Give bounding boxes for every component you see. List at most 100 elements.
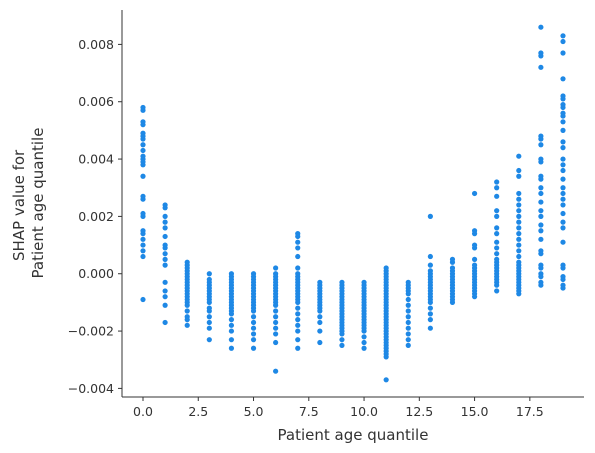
data-point <box>317 319 323 326</box>
data-point <box>560 104 566 111</box>
data-point <box>405 325 411 331</box>
data-point <box>494 225 500 231</box>
data-point <box>538 53 544 59</box>
data-point <box>206 299 212 305</box>
data-point <box>228 337 235 343</box>
data-point <box>538 190 544 197</box>
data-point <box>273 265 279 271</box>
y-tick-label: 0.006 <box>78 94 114 109</box>
data-point <box>140 107 146 113</box>
x-tick-label: 12.5 <box>405 404 433 419</box>
data-point <box>538 251 544 257</box>
y-axis-label: SHAP value for Patient age quantile <box>10 128 47 279</box>
data-point <box>560 145 566 151</box>
data-point <box>228 322 235 328</box>
data-point <box>560 185 566 191</box>
data-point <box>140 122 146 128</box>
data-point <box>162 262 168 268</box>
x-tick-label: 15.0 <box>461 404 489 419</box>
data-point <box>250 337 257 343</box>
data-point <box>405 319 411 326</box>
data-point <box>295 233 301 240</box>
y-tick-label: 0.008 <box>78 37 114 52</box>
data-point <box>494 251 500 257</box>
data-point <box>140 231 146 237</box>
data-point <box>427 253 433 260</box>
data-point <box>516 190 522 197</box>
data-point <box>538 236 544 242</box>
data-point <box>383 354 389 360</box>
y-axis-label-line-1: SHAP value for <box>10 149 28 261</box>
data-point <box>560 225 566 231</box>
data-point <box>273 368 279 374</box>
data-point <box>560 176 566 182</box>
y-tick-label: −0.002 <box>68 324 114 339</box>
data-point <box>206 314 212 320</box>
data-point <box>361 339 367 346</box>
data-point <box>538 213 544 219</box>
data-point <box>162 288 168 294</box>
data-point <box>427 299 433 305</box>
data-point <box>339 337 345 343</box>
data-point <box>339 331 345 337</box>
data-point <box>295 328 301 334</box>
data-point <box>162 205 168 211</box>
data-point <box>494 239 500 245</box>
data-point <box>471 231 478 237</box>
data-point <box>140 242 146 248</box>
data-point <box>560 196 566 202</box>
data-point <box>250 314 257 320</box>
data-point <box>560 210 566 217</box>
data-point <box>184 317 190 323</box>
data-point <box>295 245 301 251</box>
x-tick-label: 0.0 <box>133 404 153 419</box>
data-point <box>295 337 301 343</box>
y-tick-label: −0.004 <box>68 381 114 396</box>
data-point <box>494 245 500 251</box>
data-point <box>162 302 168 308</box>
data-point <box>560 276 566 283</box>
data-point <box>560 33 566 39</box>
data-point <box>361 334 367 340</box>
data-point <box>162 233 168 240</box>
data-point <box>538 228 544 234</box>
data-point <box>317 314 323 320</box>
data-point <box>295 345 301 351</box>
data-point <box>494 208 500 214</box>
data-point <box>494 231 500 237</box>
data-point <box>516 213 522 219</box>
data-point <box>516 167 522 174</box>
data-point <box>361 328 367 334</box>
x-tick-label: 7.5 <box>299 404 319 419</box>
data-point <box>516 208 522 214</box>
data-point <box>516 253 522 260</box>
data-point <box>140 213 146 219</box>
data-point <box>250 345 257 351</box>
data-point <box>295 305 301 311</box>
data-point <box>162 213 168 219</box>
data-point <box>560 202 566 208</box>
data-point <box>516 291 522 297</box>
data-point <box>405 331 411 337</box>
data-point <box>494 213 500 219</box>
scatter-points <box>140 24 566 383</box>
data-point <box>162 256 168 262</box>
data-point <box>560 285 566 291</box>
data-point <box>295 239 301 245</box>
data-point <box>228 317 235 323</box>
data-point <box>295 322 301 328</box>
data-point <box>140 147 146 154</box>
data-point <box>538 136 544 142</box>
data-point <box>538 176 544 182</box>
data-point <box>449 299 456 305</box>
data-point <box>273 325 279 331</box>
data-point <box>560 38 566 45</box>
data-point <box>250 308 257 314</box>
data-point <box>162 225 168 231</box>
data-point <box>405 308 411 314</box>
data-point <box>538 274 544 280</box>
data-point <box>295 299 301 305</box>
data-point <box>494 179 500 185</box>
data-point <box>538 282 544 288</box>
data-point <box>494 288 500 294</box>
